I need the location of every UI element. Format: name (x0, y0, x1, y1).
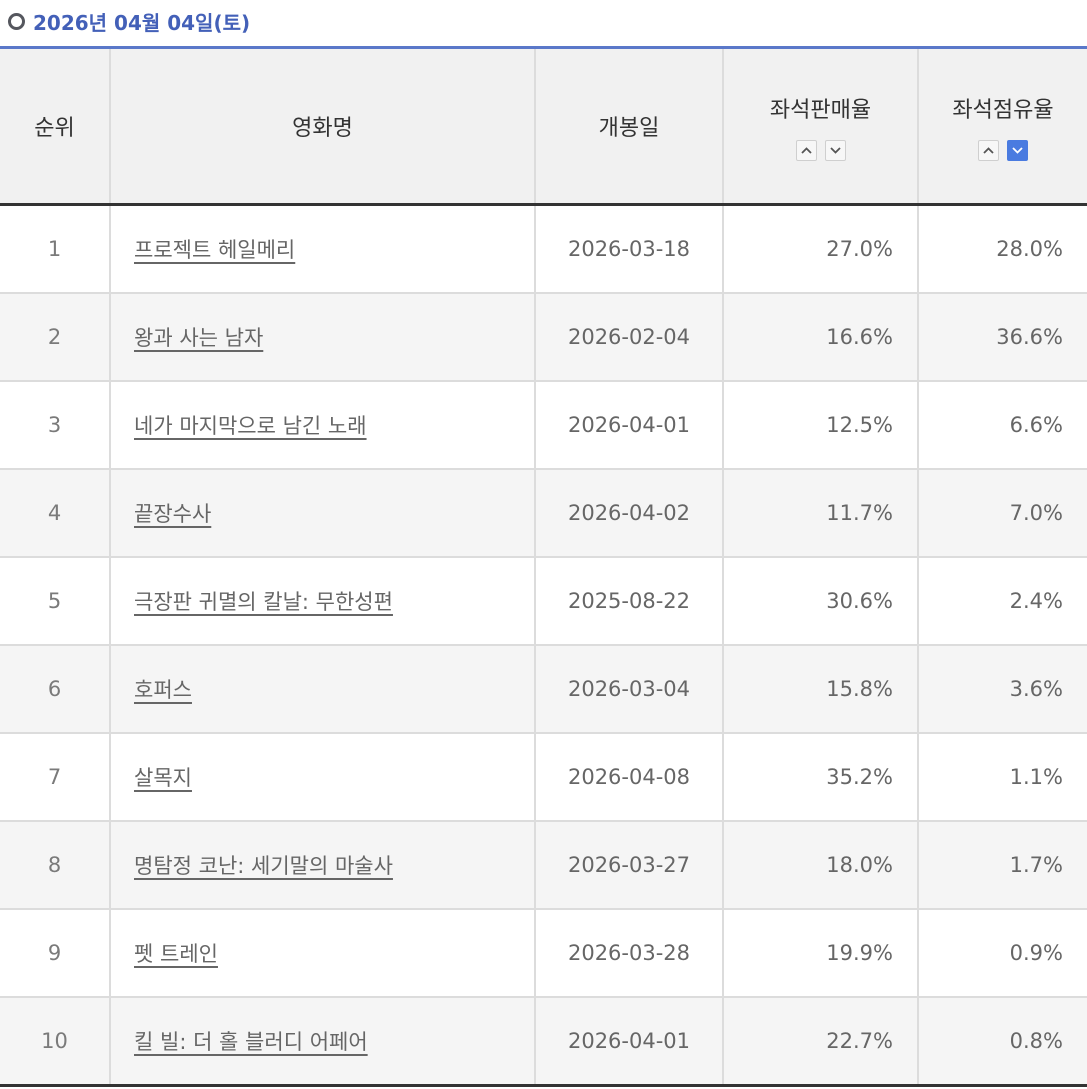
date-heading-text: 2026년 04월 04일(토) (33, 10, 251, 35)
release-date-cell: 2026-04-02 (534, 469, 723, 558)
table-row: 10 킬 빌: 더 홀 블러디 어페어 2026-04-01 22.7% 0.8… (0, 997, 1087, 1086)
release-date-cell: 2026-03-28 (534, 909, 723, 998)
sales-rate-cell: 11.7% (722, 469, 918, 558)
title-cell: 살목지 (109, 733, 535, 822)
movie-title-link[interactable]: 명탐정 코난: 세기말의 마술사 (134, 854, 393, 878)
release-date-cell: 2025-08-22 (534, 557, 723, 646)
sales-rate-cell: 19.9% (722, 909, 918, 998)
circle-bullet-icon (8, 12, 25, 30)
table-row: 9 펫 트레인 2026-03-28 19.9% 0.9% (0, 909, 1087, 998)
title-cell: 극장판 귀멸의 칼날: 무한성편 (109, 557, 535, 646)
title-cell: 왕과 사는 남자 (109, 293, 535, 382)
share-rate-cell: 1.1% (917, 733, 1087, 822)
share-rate-cell: 1.7% (917, 821, 1087, 910)
chevron-down-icon (829, 146, 841, 154)
table-row: 3 네가 마지막으로 남긴 노래 2026-04-01 12.5% 6.6% (0, 381, 1087, 470)
table-row: 1 프로젝트 헤일메리 2026-03-18 27.0% 28.0% (0, 204, 1087, 294)
table-header-row: 순위 영화명 개봉일 좌석판매율 좌석점유율 (0, 47, 1087, 206)
sales-rate-cell: 27.0% (722, 204, 918, 294)
share-rate-cell: 6.6% (917, 381, 1087, 470)
rank-cell: 1 (0, 204, 110, 294)
title-cell: 킬 빌: 더 홀 블러디 어페어 (109, 997, 535, 1086)
rank-cell: 10 (0, 997, 110, 1086)
release-date-cell: 2026-04-01 (534, 997, 723, 1086)
movie-title-link[interactable]: 네가 마지막으로 남긴 노래 (134, 414, 367, 438)
chevron-up-icon (800, 146, 812, 154)
sales-rate-cell: 12.5% (722, 381, 918, 470)
table-row: 4 끝장수사 2026-04-02 11.7% 7.0% (0, 469, 1087, 558)
movie-title-link[interactable]: 끝장수사 (134, 502, 212, 526)
share-rate-sort-desc-button[interactable] (1007, 139, 1028, 161)
rank-cell: 6 (0, 645, 110, 734)
share-rate-cell: 7.0% (917, 469, 1087, 558)
movie-title-link[interactable]: 호퍼스 (134, 678, 192, 702)
rank-cell: 3 (0, 381, 110, 470)
share-rate-sort-asc-button[interactable] (978, 139, 999, 161)
share-rate-cell: 0.8% (917, 997, 1087, 1086)
sales-rate-sort-asc-button[interactable] (795, 139, 817, 161)
sales-rate-sort-desc-button[interactable] (824, 139, 846, 161)
rank-cell: 4 (0, 469, 110, 558)
share-rate-cell: 3.6% (917, 645, 1087, 734)
sales-rate-cell: 35.2% (722, 733, 918, 822)
share-rate-cell: 2.4% (917, 557, 1087, 646)
header-release: 개봉일 (534, 47, 723, 206)
sales-rate-cell: 16.6% (722, 293, 918, 382)
rank-cell: 9 (0, 909, 110, 998)
release-date-cell: 2026-03-27 (534, 821, 723, 910)
sales-rate-cell: 22.7% (722, 997, 918, 1086)
header-title: 영화명 (109, 47, 535, 206)
header-sales-rate: 좌석판매율 (722, 47, 918, 206)
release-date-cell: 2026-02-04 (534, 293, 723, 382)
table-row: 5 극장판 귀멸의 칼날: 무한성편 2025-08-22 30.6% 2.4% (0, 557, 1087, 646)
title-cell: 네가 마지막으로 남긴 노래 (109, 381, 535, 470)
table-row: 7 살목지 2026-04-08 35.2% 1.1% (0, 733, 1087, 822)
title-cell: 호퍼스 (109, 645, 535, 734)
rank-cell: 7 (0, 733, 110, 822)
share-rate-cell: 36.6% (917, 293, 1087, 382)
chevron-up-icon (983, 146, 994, 154)
rank-cell: 5 (0, 557, 110, 646)
header-rank: 순위 (0, 47, 110, 206)
movie-title-link[interactable]: 왕과 사는 남자 (134, 326, 264, 350)
box-office-table: 순위 영화명 개봉일 좌석판매율 좌석점유율 (0, 46, 1087, 1087)
release-date-cell: 2026-04-08 (534, 733, 723, 822)
movie-title-link[interactable]: 펫 트레인 (134, 942, 218, 966)
rank-cell: 8 (0, 821, 110, 910)
title-cell: 명탐정 코난: 세기말의 마술사 (109, 821, 535, 910)
movie-title-link[interactable]: 프로젝트 헤일메리 (134, 238, 296, 262)
header-share-rate-label: 좌석점유율 (952, 97, 1054, 123)
table-row: 8 명탐정 코난: 세기말의 마술사 2026-03-27 18.0% 1.7% (0, 821, 1087, 910)
date-heading: 2026년 04월 04일(토) (8, 6, 250, 36)
share-rate-cell: 0.9% (917, 909, 1087, 998)
sales-rate-cell: 30.6% (722, 557, 918, 646)
release-date-cell: 2026-03-18 (534, 204, 723, 294)
sales-rate-cell: 15.8% (722, 645, 918, 734)
share-rate-cell: 28.0% (917, 204, 1087, 294)
movie-title-link[interactable]: 킬 빌: 더 홀 블러디 어페어 (134, 1030, 368, 1054)
title-cell: 프로젝트 헤일메리 (109, 204, 535, 294)
chevron-down-icon (1012, 146, 1023, 154)
release-date-cell: 2026-04-01 (534, 381, 723, 470)
table-row: 6 호퍼스 2026-03-04 15.8% 3.6% (0, 645, 1087, 734)
header-sales-rate-label: 좌석판매율 (769, 97, 872, 123)
release-date-cell: 2026-03-04 (534, 645, 723, 734)
title-cell: 펫 트레인 (109, 909, 535, 998)
movie-title-link[interactable]: 살목지 (134, 766, 192, 790)
title-cell: 끝장수사 (109, 469, 535, 558)
movie-title-link[interactable]: 극장판 귀멸의 칼날: 무한성편 (134, 590, 393, 614)
rank-cell: 2 (0, 293, 110, 382)
header-share-rate: 좌석점유율 (917, 47, 1087, 206)
sales-rate-cell: 18.0% (722, 821, 918, 910)
table-row: 2 왕과 사는 남자 2026-02-04 16.6% 36.6% (0, 293, 1087, 382)
